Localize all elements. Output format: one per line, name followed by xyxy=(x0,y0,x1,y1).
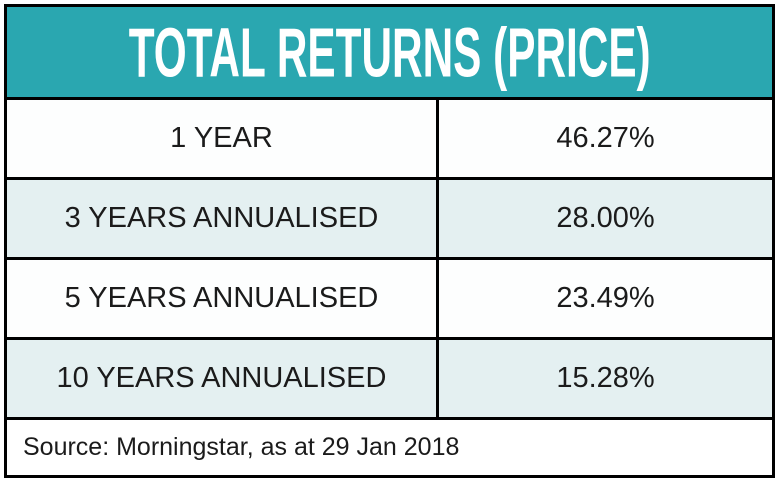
row-period-label: 10 YEARS ANNUALISED xyxy=(7,340,436,417)
table-title: TOTAL RETURNS (PRICE) xyxy=(128,12,651,92)
row-period-label: 1 YEAR xyxy=(7,100,436,177)
source-note: Source: Morningstar, as at 29 Jan 2018 xyxy=(7,417,772,475)
row-return-value: 28.00% xyxy=(436,180,772,257)
table-row: 5 YEARS ANNUALISED 23.49% xyxy=(7,257,772,337)
row-return-value: 46.27% xyxy=(436,100,772,177)
row-return-value: 23.49% xyxy=(436,260,772,337)
row-return-value: 15.28% xyxy=(436,340,772,417)
row-period-label: 3 YEARS ANNUALISED xyxy=(7,180,436,257)
row-period-label: 5 YEARS ANNUALISED xyxy=(7,260,436,337)
total-returns-table: TOTAL RETURNS (PRICE) 1 YEAR 46.27% 3 YE… xyxy=(4,4,775,478)
table-row: 3 YEARS ANNUALISED 28.00% xyxy=(7,177,772,257)
table-row: 1 YEAR 46.27% xyxy=(7,97,772,177)
table-title-bar: TOTAL RETURNS (PRICE) xyxy=(7,7,772,97)
table-row: 10 YEARS ANNUALISED 15.28% xyxy=(7,337,772,417)
